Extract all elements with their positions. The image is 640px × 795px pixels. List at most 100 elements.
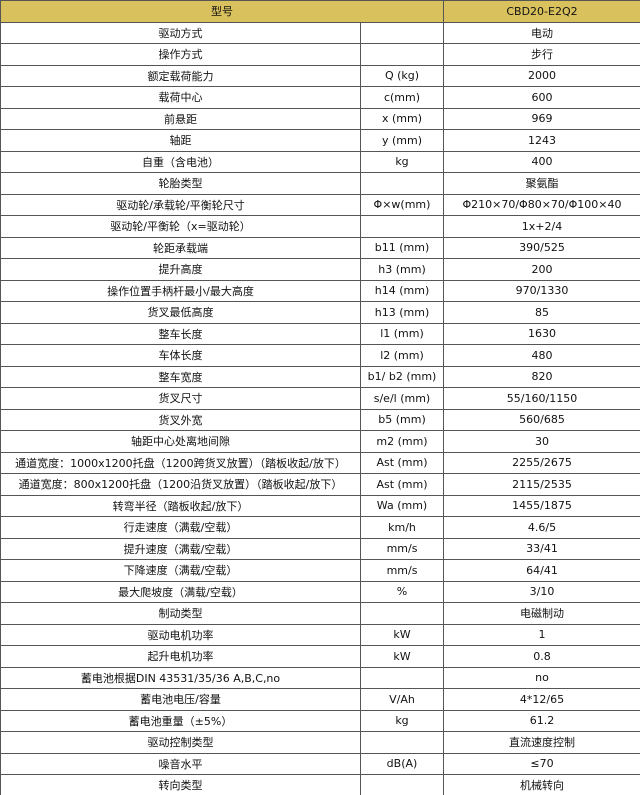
cell-value: 969 [443,107,640,130]
cell-value: 聚氨酯 [443,172,640,195]
cell-unit: Ast (mm) [360,451,444,474]
cell-unit: s/e/l (mm) [360,387,444,410]
header-label: 型号 [0,0,444,23]
cell-unit [360,43,444,66]
cell-label: 货叉尺寸 [0,387,361,410]
spec-row: 轮距承载端 b11 (mm) 390/525 [0,236,640,259]
spec-row: 起升电机功率 kW 0.8 [0,645,640,668]
spec-row: 操作位置手柄杆最小/最大高度 h14 (mm) 970/1330 [0,279,640,302]
cell-unit: km/h [360,516,444,539]
cell-unit: m2 (mm) [360,430,444,453]
cell-label: 驱动控制类型 [0,731,361,754]
header-row: 型号 CBD20-E2Q2 [0,0,640,23]
spec-row: 驱动轮/承载轮/平衡轮尺寸 Φ×w(mm) Φ210×70/Φ80×70/Φ100×… [0,193,640,216]
spec-row: 最大爬坡度（满载/空载）% 3/10 [0,580,640,603]
cell-value: no [443,666,640,689]
cell-label: 额定载荷能力 [0,64,361,87]
cell-unit: b1/ b2 (mm) [360,365,444,388]
cell-label: 车体长度 [0,344,361,367]
spec-row: 整车宽度 b1/ b2 (mm) 820 [0,365,640,388]
cell-value: 电动 [443,21,640,44]
spec-row: 轴距中心处离地间隙 m2 (mm) 30 [0,430,640,453]
cell-unit: b11 (mm) [360,236,444,259]
cell-value: 1455/1875 [443,494,640,517]
spec-row: 操作方式 步行 [0,43,640,66]
cell-value: 直流速度控制 [443,731,640,754]
cell-value: 步行 [443,43,640,66]
cell-unit: mm/s [360,559,444,582]
spec-row: 蓄电池重量（±5%） kg 61.2 [0,709,640,732]
cell-value: 2000 [443,64,640,87]
cell-label: 最大爬坡度（满载/空载） [0,580,361,603]
cell-label: 蓄电池重量（±5%） [0,709,361,732]
cell-label: 整车长度 [0,322,361,345]
cell-value: 1x+2/4 [443,215,640,238]
cell-value: 200 [443,258,640,281]
cell-unit: kW [360,623,444,646]
cell-value: 970/1330 [443,279,640,302]
cell-unit: l1 (mm) [360,322,444,345]
cell-unit [360,731,444,754]
spec-row: 轴距 y (mm) 1243 [0,129,640,152]
cell-value: 33/41 [443,537,640,560]
cell-value: 400 [443,150,640,173]
cell-value: 480 [443,344,640,367]
cell-label: 蓄电池电压/容量 [0,688,361,711]
cell-unit: h13 (mm) [360,301,444,324]
spec-row: 通道宽度：1000x1200托盘（1200跨货叉放置）（踏板收起/放下） Ast … [0,451,640,474]
cell-value: 1243 [443,129,640,152]
cell-unit: l2 (mm) [360,344,444,367]
spec-row: 自重（含电池） kg 400 [0,150,640,173]
cell-value: 3/10 [443,580,640,603]
cell-value: 0.8 [443,645,640,668]
spec-row: 额定载荷能力 Q (kg) 2000 [0,64,640,87]
cell-unit: kg [360,150,444,173]
cell-label: 整车宽度 [0,365,361,388]
cell-label: 蓄电池根据DIN 43531/35/36 A,B,C,no [0,666,361,689]
spec-row: 下降速度（满载/空载） mm/s 64/41 [0,559,640,582]
cell-unit [360,666,444,689]
cell-unit [360,172,444,195]
spec-row: 货叉最低高度 h13 (mm) 85 [0,301,640,324]
cell-label: 货叉外宽 [0,408,361,431]
cell-unit: kg [360,709,444,732]
spec-row: 制动类型 电磁制动 [0,602,640,625]
cell-value: 1630 [443,322,640,345]
cell-value: 600 [443,86,640,109]
cell-label: 操作方式 [0,43,361,66]
cell-unit: mm/s [360,537,444,560]
cell-label: 提升高度 [0,258,361,281]
cell-label: 行走速度（满载/空载） [0,516,361,539]
cell-label: 货叉最低高度 [0,301,361,324]
cell-label: 噪音水平 [0,752,361,775]
cell-unit: kW [360,645,444,668]
cell-value: 1 [443,623,640,646]
cell-label: 轴距中心处离地间隙 [0,430,361,453]
cell-label: 轮胎类型 [0,172,361,195]
spec-row: 转弯半径（踏板收起/放下） Wa (mm) 1455/1875 [0,494,640,517]
spec-row: 驱动轮/平衡轮（x=驱动轮） 1x+2/4 [0,215,640,238]
cell-value: 2255/2675 [443,451,640,474]
cell-unit: b5 (mm) [360,408,444,431]
cell-label: 提升速度（满载/空载） [0,537,361,560]
cell-label: 自重（含电池） [0,150,361,173]
cell-label: 驱动电机功率 [0,623,361,646]
cell-label: 制动类型 [0,602,361,625]
spec-row: 载荷中心 c(mm) 600 [0,86,640,109]
cell-value: 64/41 [443,559,640,582]
cell-value: 61.2 [443,709,640,732]
cell-value: 30 [443,430,640,453]
cell-unit [360,602,444,625]
cell-unit: x (mm) [360,107,444,130]
cell-value: 4.6/5 [443,516,640,539]
cell-label: 转弯半径（踏板收起/放下） [0,494,361,517]
cell-label: 起升电机功率 [0,645,361,668]
cell-label: 轮距承载端 [0,236,361,259]
spec-row: 驱动方式 电动 [0,21,640,44]
spec-row: 蓄电池电压/容量 V/Ah 4*12/65 [0,688,640,711]
cell-unit: c(mm) [360,86,444,109]
spec-row: 通道宽度：800x1200托盘（1200沿货叉放置）（踏板收起/放下） Ast (… [0,473,640,496]
spec-row: 提升速度（满载/空载） mm/s 33/41 [0,537,640,560]
cell-value: 55/160/1150 [443,387,640,410]
cell-label: 通道宽度：1000x1200托盘（1200跨货叉放置）（踏板收起/放下） [0,451,361,474]
